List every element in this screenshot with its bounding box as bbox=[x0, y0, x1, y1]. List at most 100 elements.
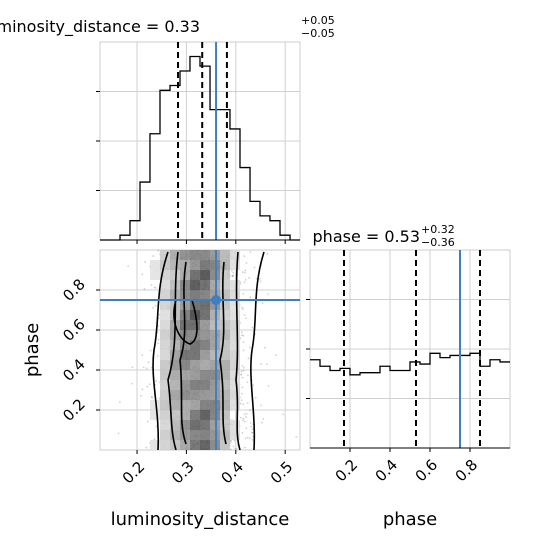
sample-point bbox=[248, 437, 251, 440]
density-cell bbox=[230, 420, 240, 430]
density-cell bbox=[150, 270, 160, 280]
density-cell bbox=[220, 390, 230, 400]
density-cell bbox=[150, 410, 160, 420]
sample-point bbox=[242, 403, 245, 406]
sample-point bbox=[243, 413, 246, 416]
sample-point bbox=[240, 392, 243, 395]
density-cell bbox=[220, 400, 230, 410]
sample-point bbox=[246, 381, 249, 384]
sample-point bbox=[242, 308, 244, 310]
density-cell bbox=[190, 400, 200, 410]
density-cell bbox=[200, 430, 210, 440]
density-cell bbox=[170, 430, 180, 440]
density-cell bbox=[230, 430, 240, 440]
density-cell bbox=[200, 290, 210, 300]
density-cell bbox=[220, 350, 230, 360]
sample-point bbox=[251, 438, 254, 441]
density-cell bbox=[190, 320, 200, 330]
density-cell bbox=[180, 390, 190, 400]
sample-point bbox=[251, 428, 254, 430]
density-cell bbox=[210, 270, 220, 280]
sample-point bbox=[147, 361, 150, 364]
sample-point bbox=[127, 265, 130, 267]
density-cell bbox=[160, 370, 170, 380]
density-cell bbox=[210, 280, 220, 290]
density-cell bbox=[190, 250, 200, 260]
sample-point bbox=[156, 355, 159, 358]
density-cell bbox=[210, 420, 220, 430]
sample-point bbox=[266, 252, 269, 255]
density-cell bbox=[160, 350, 170, 360]
sample-point bbox=[275, 354, 278, 357]
sample-point bbox=[153, 438, 156, 441]
sample-point bbox=[253, 266, 256, 269]
density-cell bbox=[200, 360, 210, 370]
density-cell bbox=[160, 330, 170, 340]
sample-point bbox=[244, 271, 246, 274]
density-cell bbox=[190, 290, 200, 300]
density-cell bbox=[160, 250, 170, 260]
sample-point bbox=[241, 334, 243, 337]
x-tick-label: 0.5 bbox=[267, 458, 297, 488]
density-cell bbox=[230, 370, 240, 380]
sample-point bbox=[146, 420, 149, 423]
sample-point bbox=[247, 357, 250, 360]
density-cell bbox=[150, 440, 160, 450]
density-cell bbox=[180, 360, 190, 370]
sample-point bbox=[244, 269, 247, 272]
sample-point bbox=[229, 440, 232, 442]
density-cell bbox=[210, 330, 220, 340]
density-cell bbox=[190, 390, 200, 400]
density-cell bbox=[200, 420, 210, 430]
sample-point bbox=[149, 349, 152, 352]
sample-point bbox=[145, 446, 148, 449]
sample-point bbox=[141, 354, 144, 356]
luminosity-distance-title: luminosity_distance = 0.33 bbox=[0, 17, 200, 37]
sample-point bbox=[244, 437, 247, 440]
sample-point bbox=[242, 417, 245, 420]
sample-point bbox=[235, 447, 238, 450]
sample-point bbox=[266, 363, 268, 366]
sample-point bbox=[232, 445, 235, 448]
luminosity-distance-histogram-panel: luminosity_distance = 0.33 +0.05 −0.05 bbox=[0, 14, 335, 244]
title-param: phase bbox=[313, 227, 361, 246]
x-tick-label: 0.3 bbox=[168, 458, 198, 488]
density-cell bbox=[230, 350, 240, 360]
density-cell bbox=[180, 280, 190, 290]
density-cell bbox=[210, 260, 220, 270]
density-cell bbox=[220, 290, 230, 300]
density-cell bbox=[170, 260, 180, 270]
density-cell bbox=[180, 430, 190, 440]
density-cell bbox=[210, 430, 220, 440]
sample-point bbox=[259, 278, 261, 280]
title-equals: = bbox=[361, 227, 385, 246]
sample-point bbox=[254, 396, 257, 399]
density-cell bbox=[190, 340, 200, 350]
sample-point bbox=[241, 432, 244, 434]
tick-marks bbox=[306, 299, 471, 452]
density-cell bbox=[190, 260, 200, 270]
density-cell bbox=[190, 430, 200, 440]
title-equals: = bbox=[141, 17, 165, 36]
sample-point bbox=[152, 255, 155, 257]
title-value: 0.53 bbox=[384, 227, 420, 246]
density-cell bbox=[230, 340, 240, 350]
sample-point bbox=[261, 421, 263, 424]
contour-inner bbox=[179, 261, 227, 445]
title-lower-error: −0.05 bbox=[301, 27, 335, 40]
grid-lines bbox=[310, 250, 510, 448]
density-cell bbox=[150, 400, 160, 410]
density-cell bbox=[160, 280, 170, 290]
sample-point bbox=[249, 422, 252, 424]
sample-point bbox=[249, 409, 251, 412]
density-cell bbox=[160, 320, 170, 330]
sample-point bbox=[249, 251, 252, 254]
sample-point bbox=[241, 376, 244, 379]
density-cell bbox=[160, 260, 170, 270]
density-cell bbox=[200, 320, 210, 330]
sample-point bbox=[259, 280, 262, 283]
density-cell bbox=[220, 330, 230, 340]
sample-point bbox=[247, 374, 249, 377]
sample-point bbox=[242, 334, 245, 337]
density-cell bbox=[180, 380, 190, 390]
